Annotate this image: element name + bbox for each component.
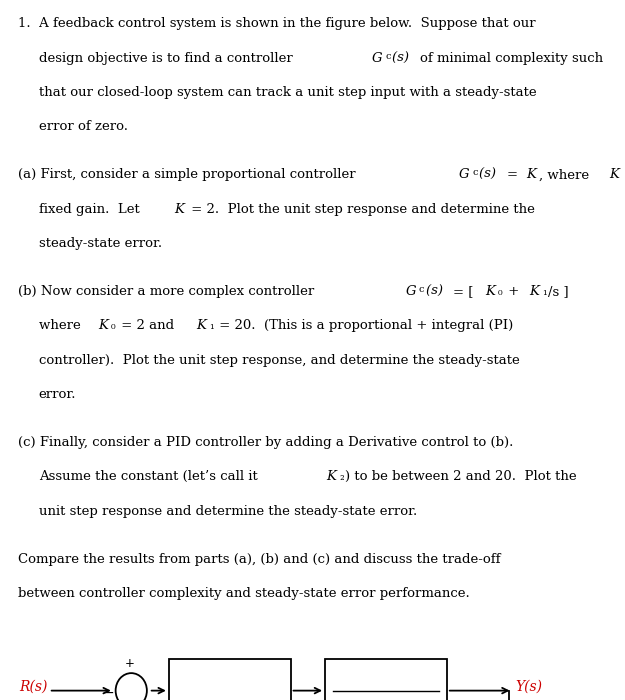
Text: /s ]: /s ] [548, 285, 569, 298]
Text: steady-state error.: steady-state error. [39, 237, 162, 250]
Text: c: c [419, 285, 424, 294]
Text: R(s): R(s) [19, 680, 47, 694]
Text: K: K [526, 169, 536, 181]
Text: G: G [372, 52, 382, 65]
Text: (b) Now consider a more complex controller: (b) Now consider a more complex controll… [18, 285, 318, 298]
Text: =: = [507, 169, 522, 181]
Text: 1.  A feedback control system is shown in the figure below.  Suppose that our: 1. A feedback control system is shown in… [18, 18, 535, 31]
Text: ₁: ₁ [209, 319, 214, 332]
Text: (s): (s) [479, 169, 501, 181]
Text: (s): (s) [426, 285, 448, 298]
Text: c: c [472, 169, 478, 177]
Text: where: where [39, 319, 85, 332]
Text: (s): (s) [235, 681, 254, 695]
Text: c: c [386, 52, 391, 61]
Text: , where: , where [539, 169, 594, 181]
Text: fixed gain.  Let: fixed gain. Let [39, 203, 144, 216]
Text: that our closed-loop system can track a unit step input with a steady-state: that our closed-loop system can track a … [39, 86, 536, 99]
Bar [325, 659, 447, 700]
Text: K: K [529, 285, 539, 298]
Text: Assume the constant (let’s call it: Assume the constant (let’s call it [39, 470, 262, 483]
Text: = 2 and: = 2 and [117, 319, 178, 332]
Text: ₂: ₂ [339, 470, 344, 483]
Text: ₁: ₁ [542, 285, 547, 298]
Text: controller).  Plot the unit step response, and determine the steady-state: controller). Plot the unit step response… [39, 354, 519, 367]
Text: +: + [124, 657, 134, 671]
Text: = 2.  Plot the unit step response and determine the: = 2. Plot the unit step response and det… [187, 203, 535, 216]
Text: G: G [405, 285, 416, 298]
Text: = [: = [ [454, 285, 478, 298]
Text: (c) Finally, consider a PID controller by adding a Derivative control to (b).: (c) Finally, consider a PID controller b… [18, 436, 513, 449]
Text: is a: is a [622, 169, 625, 181]
Text: K: K [98, 319, 108, 332]
Text: ₀: ₀ [498, 285, 502, 298]
Text: G: G [211, 681, 224, 695]
Text: K: K [609, 169, 619, 181]
Text: ₀: ₀ [111, 319, 116, 332]
Text: ) to be between 2 and 20.  Plot the: ) to be between 2 and 20. Plot the [346, 470, 577, 483]
Text: design objective is to find a controller: design objective is to find a controller [39, 52, 297, 65]
Text: of minimal complexity such: of minimal complexity such [420, 52, 603, 65]
Text: 10: 10 [377, 668, 395, 682]
Text: c: c [225, 692, 231, 700]
Text: error.: error. [39, 388, 76, 401]
Text: Compare the results from parts (a), (b) and (c) and discuss the trade-off: Compare the results from parts (a), (b) … [18, 552, 500, 566]
Text: Y(s): Y(s) [516, 680, 542, 694]
Text: unit step response and determine the steady-state error.: unit step response and determine the ste… [39, 505, 417, 517]
Text: G: G [459, 169, 469, 181]
Text: K: K [174, 203, 184, 216]
Text: between controller complexity and steady-state error performance.: between controller complexity and steady… [18, 587, 469, 600]
Text: = 20.  (This is a proportional + integral (PI): = 20. (This is a proportional + integral… [215, 319, 513, 332]
Text: +: + [504, 285, 524, 298]
Text: (a) First, consider a simple proportional controller: (a) First, consider a simple proportiona… [18, 169, 359, 181]
Bar [169, 659, 291, 700]
Text: error of zero.: error of zero. [39, 120, 127, 134]
Text: −: − [102, 686, 114, 700]
Text: (s): (s) [392, 52, 414, 65]
Text: K: K [196, 319, 206, 332]
Text: K: K [485, 285, 495, 298]
Text: K: K [326, 470, 336, 483]
